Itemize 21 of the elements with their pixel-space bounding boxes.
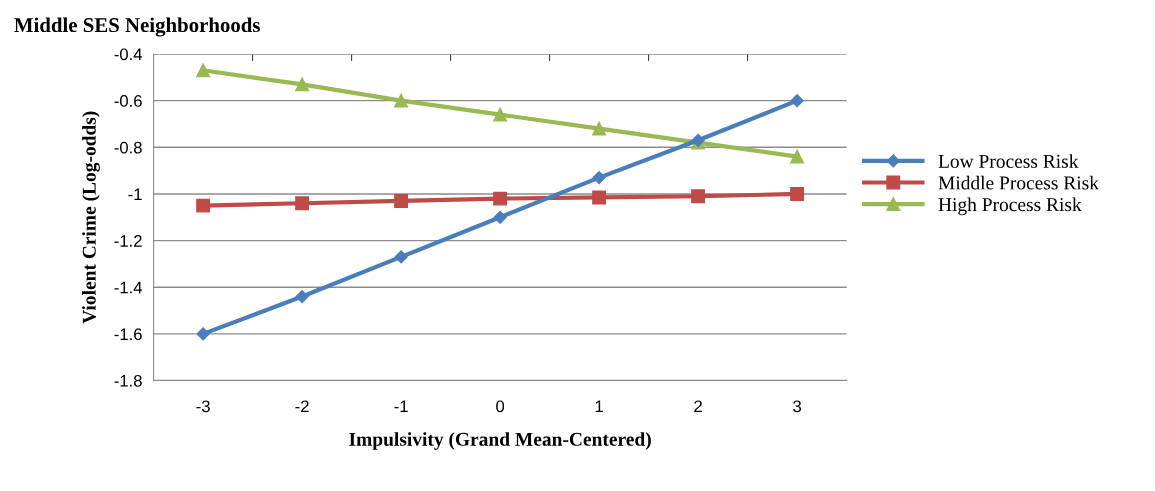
y-tick-label: -1 <box>128 188 142 200</box>
legend-label: Low Process Risk <box>938 154 1079 168</box>
x-tick-label: -1 <box>394 400 408 413</box>
x-tick-label: 3 <box>793 400 802 413</box>
x-axis-title: Impulsivity (Grand Mean-Centered) <box>349 432 651 450</box>
legend-label: High Process Risk <box>938 197 1082 216</box>
y-tick-label: -0.6 <box>114 95 142 107</box>
y-tick-label: -0.8 <box>114 141 142 154</box>
y-tick-label: -1.6 <box>114 328 142 341</box>
x-tick-label: 0 <box>496 400 505 413</box>
x-tick-label: 1 <box>595 400 603 413</box>
x-tick-label: -3 <box>196 400 210 413</box>
x-tick-label: -2 <box>295 400 309 413</box>
y-tick-label: -1.2 <box>114 234 142 247</box>
y-tick-label: -0.4 <box>114 48 143 61</box>
y-tick-label: -1.4 <box>114 281 143 294</box>
x-tick-label: 2 <box>694 400 702 413</box>
chart-title: Middle SES Neighborhoods <box>14 17 260 37</box>
y-axis-title: Violent Crime (Log-odds) <box>82 111 100 324</box>
legend-label: Middle Process Risk <box>938 175 1099 190</box>
y-tick-label: -1.8 <box>114 374 142 387</box>
